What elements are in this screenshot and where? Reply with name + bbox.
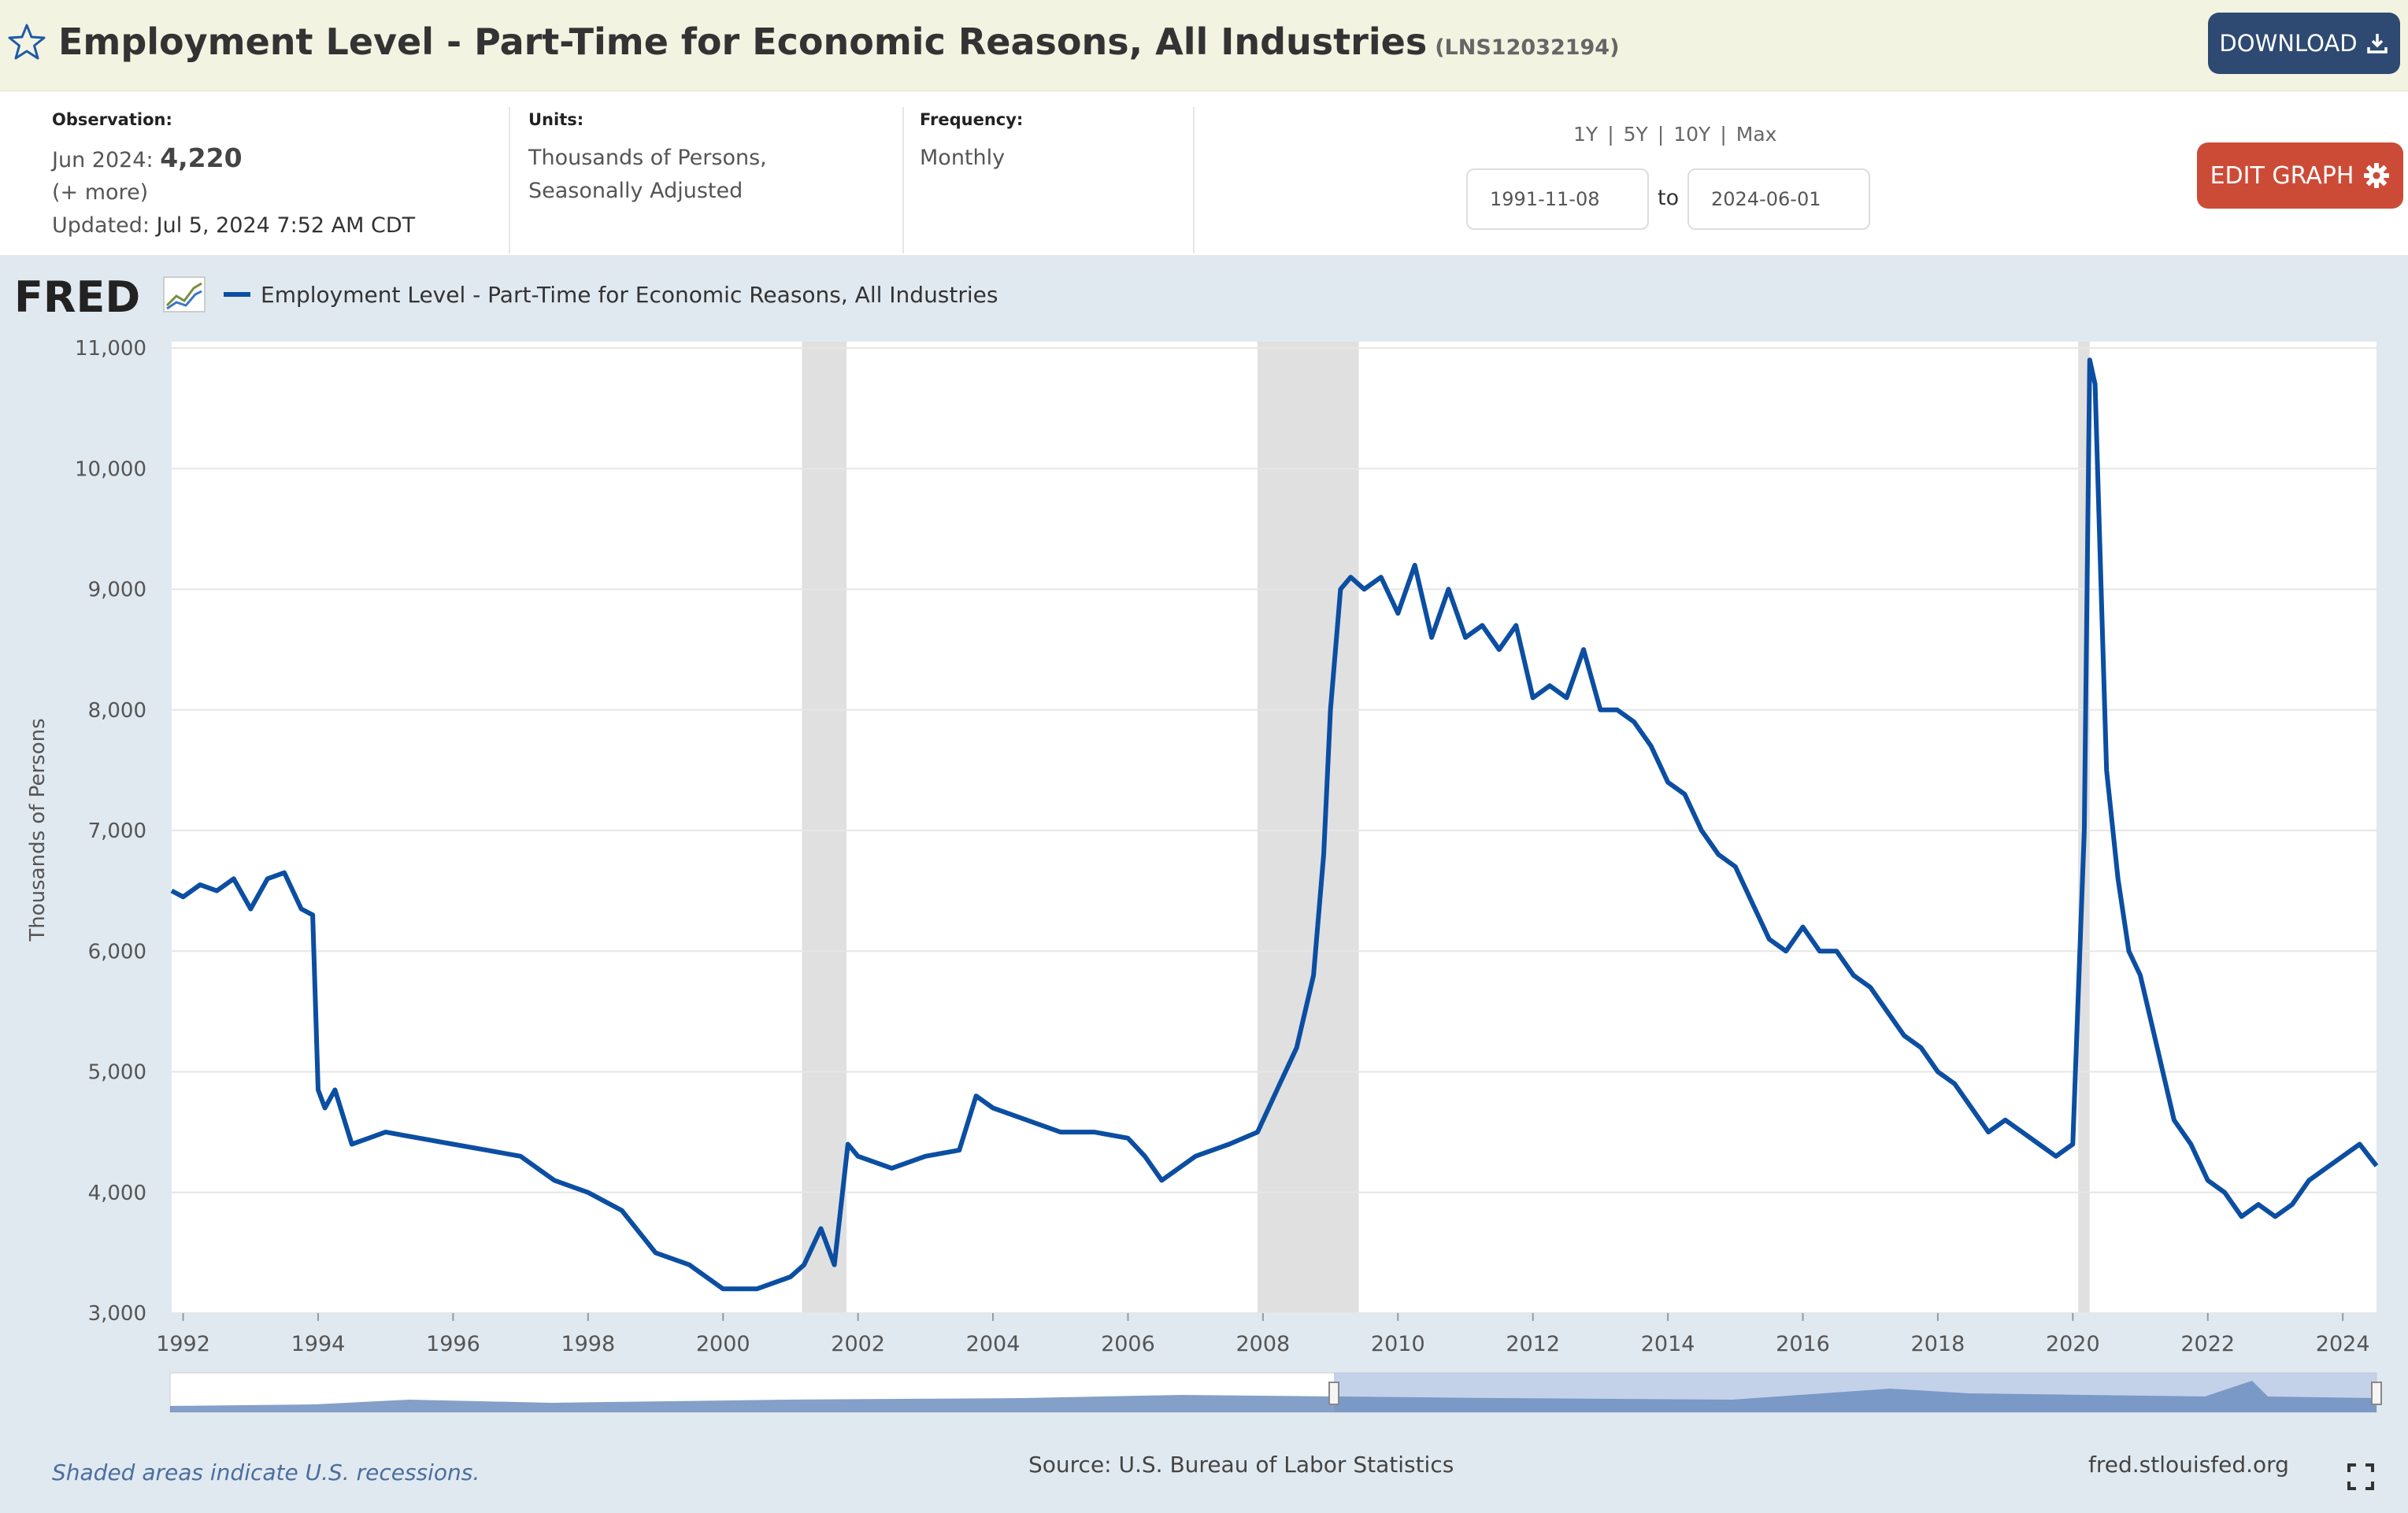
- y-axis-label: Thousands of Persons: [26, 718, 50, 941]
- meta-divider: [902, 107, 904, 253]
- range-separator: |: [1720, 123, 1727, 146]
- units-label: Units:: [528, 110, 584, 129]
- range-separator: |: [1607, 123, 1614, 146]
- x-tick-label: 2022: [2180, 1332, 2235, 1356]
- x-tick-label: 2010: [1371, 1332, 1425, 1356]
- meta-divider: [509, 107, 510, 253]
- chart-area: FRED Employment Level - Part-Time for Ec…: [0, 257, 2408, 1513]
- y-tick-label: 11,000: [75, 337, 146, 361]
- fred-logo-icon: [163, 276, 206, 313]
- x-tick-label: 2006: [1101, 1332, 1155, 1356]
- updated-label: Updated:: [52, 213, 150, 238]
- range-links: 1Y | 5Y | 10Y | Max: [1569, 123, 1781, 146]
- units-line2: Seasonally Adjusted: [528, 179, 743, 203]
- fred-logo: FRED: [14, 272, 140, 322]
- date-to-input[interactable]: [1687, 168, 1870, 230]
- frequency-block: Frequency: Monthly: [920, 110, 1023, 175]
- x-tick-label: 2004: [966, 1332, 1021, 1356]
- y-tick-label: 10,000: [75, 457, 146, 481]
- recession-band: [802, 342, 847, 1313]
- fullscreen-icon[interactable]: [2347, 1463, 2375, 1491]
- star-icon[interactable]: [6, 22, 47, 63]
- navigator-right-handle[interactable]: [2371, 1382, 2382, 1405]
- x-tick-label: 2016: [1776, 1332, 1830, 1356]
- range-max[interactable]: Max: [1736, 123, 1777, 146]
- edit-graph-button[interactable]: EDIT GRAPH: [2197, 142, 2403, 209]
- more-link[interactable]: (+ more): [52, 180, 149, 205]
- y-tick-label: 8,000: [88, 699, 146, 723]
- updated-value: Jul 5, 2024 7:52 AM CDT: [156, 213, 416, 238]
- meta-divider: [1193, 107, 1195, 253]
- range-10y[interactable]: 10Y: [1673, 123, 1711, 146]
- download-icon: [2366, 34, 2388, 54]
- x-tick-label: 2002: [831, 1332, 885, 1356]
- y-tick-label: 5,000: [88, 1061, 146, 1085]
- units-line1: Thousands of Persons,: [528, 146, 767, 170]
- chart-svg: FRED Employment Level - Part-Time for Ec…: [14, 272, 2382, 1413]
- observation-date: Jun 2024:: [52, 148, 154, 172]
- y-tick-label: 3,000: [88, 1302, 146, 1326]
- series-meta: Observation: Jun 2024: 4,220 (+ more) Up…: [0, 91, 2408, 257]
- y-tick-label: 7,000: [88, 819, 146, 843]
- x-tick-label: 2020: [2046, 1332, 2100, 1356]
- range-5y[interactable]: 5Y: [1623, 123, 1648, 146]
- x-tick-label: 2012: [1506, 1332, 1560, 1356]
- date-from-input[interactable]: [1466, 168, 1649, 230]
- observation-block: Observation: Jun 2024: 4,220 (+ more) Up…: [52, 110, 415, 243]
- x-tick-label: 1992: [156, 1332, 210, 1356]
- series-id: (LNS12032194): [1435, 35, 1620, 60]
- to-label: to: [1658, 186, 1680, 210]
- source-text: Source: U.S. Bureau of Labor Statistics: [1028, 1452, 1454, 1478]
- range-navigator[interactable]: [169, 1372, 2382, 1413]
- site-link[interactable]: fred.stlouisfed.org: [2088, 1452, 2289, 1478]
- observation-label: Observation:: [52, 110, 172, 129]
- observation-value: 4,220: [160, 142, 243, 173]
- series-title: Employment Level - Part-Time for Economi…: [58, 20, 1428, 63]
- x-tick-label: 2000: [696, 1332, 750, 1356]
- updated-line: Updated: Jul 5, 2024 7:52 AM CDT: [52, 209, 415, 243]
- gear-icon: [2364, 163, 2390, 188]
- y-tick-label: 9,000: [88, 579, 146, 602]
- frequency-value: Monthly: [920, 146, 1006, 170]
- navigator-left-handle[interactable]: [1328, 1382, 1339, 1405]
- x-tick-label: 2008: [1235, 1332, 1290, 1356]
- range-separator: |: [1657, 123, 1665, 146]
- edit-graph-label: EDIT GRAPH: [2210, 161, 2354, 190]
- units-block: Units: Thousands of Persons, Seasonally …: [528, 110, 767, 208]
- legend-label: Employment Level - Part-Time for Economi…: [261, 282, 998, 308]
- page-title: Employment Level - Part-Time for Economi…: [58, 20, 1619, 63]
- frequency-label: Frequency:: [920, 110, 1024, 129]
- navigator-area: [170, 1381, 2377, 1412]
- x-tick-label: 1994: [291, 1332, 346, 1356]
- x-tick-label: 2018: [1911, 1332, 1965, 1356]
- range-1y[interactable]: 1Y: [1573, 123, 1599, 146]
- y-tick-label: 6,000: [88, 940, 146, 964]
- x-tick-label: 2024: [2316, 1332, 2370, 1356]
- observation-line: Jun 2024: 4,220: [52, 142, 415, 177]
- x-tick-label: 1998: [561, 1332, 615, 1356]
- y-tick-label: 4,000: [88, 1182, 146, 1205]
- download-button[interactable]: DOWNLOAD: [2208, 13, 2400, 74]
- x-tick-label: 1996: [426, 1332, 480, 1356]
- recession-note: Shaded areas indicate U.S. recessions.: [52, 1459, 480, 1485]
- download-label: DOWNLOAD: [2219, 30, 2358, 57]
- title-bar: Employment Level - Part-Time for Economi…: [0, 0, 2408, 91]
- recession-band: [1258, 342, 1359, 1313]
- series-line: [170, 357, 2379, 1292]
- x-tick-label: 2014: [1641, 1332, 1695, 1356]
